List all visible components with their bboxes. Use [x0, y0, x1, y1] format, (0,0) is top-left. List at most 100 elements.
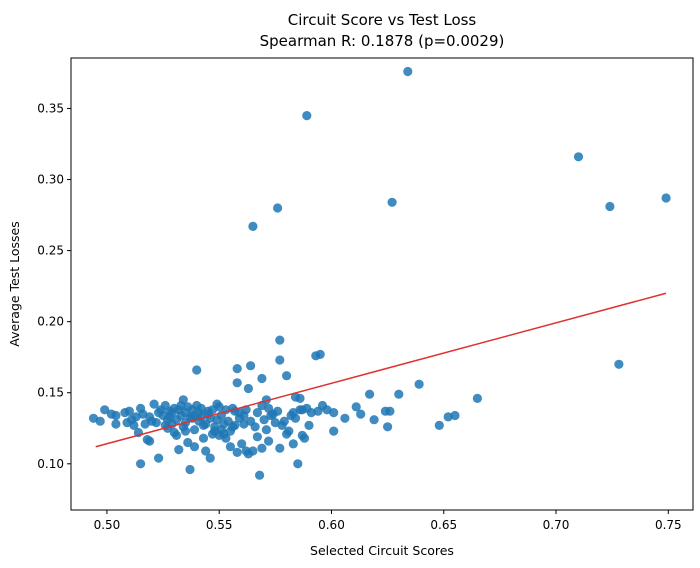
data-point — [387, 197, 397, 207]
data-point — [248, 221, 258, 231]
data-point — [257, 373, 267, 384]
data-point — [230, 420, 240, 430]
y-tick-label: 0.25 — [37, 244, 64, 258]
data-point — [185, 464, 195, 475]
data-point — [369, 415, 379, 425]
data-point — [237, 439, 247, 449]
data-point — [154, 408, 164, 418]
data-point — [351, 402, 361, 412]
data-point — [284, 426, 294, 436]
y-axis-label: Average Test Losses — [7, 221, 22, 347]
x-tick-label: 0.75 — [655, 518, 682, 532]
data-point — [120, 408, 130, 418]
data-point — [295, 393, 305, 403]
data-point — [131, 412, 141, 422]
data-point — [232, 378, 242, 388]
data-point — [288, 408, 298, 418]
data-point — [356, 409, 366, 419]
x-axis-ticks: 0.50 0.55 0.60 0.65 0.70 0.75 — [94, 510, 682, 532]
data-point — [383, 422, 393, 432]
data-point — [243, 383, 253, 394]
data-point — [252, 432, 262, 442]
x-tick-label: 0.70 — [543, 518, 570, 532]
data-point — [472, 393, 482, 403]
x-tick-label: 0.60 — [318, 518, 345, 532]
x-tick-label: 0.55 — [206, 518, 233, 532]
data-point — [171, 415, 182, 425]
data-point — [225, 442, 235, 452]
data-point — [279, 416, 289, 426]
y-tick-label: 0.15 — [37, 386, 64, 400]
points-layer — [88, 66, 671, 480]
data-point — [183, 437, 193, 448]
data-point — [232, 447, 242, 457]
data-point — [203, 406, 213, 416]
data-point — [288, 439, 298, 449]
data-point — [201, 419, 211, 429]
data-point — [140, 419, 150, 429]
data-point — [273, 203, 283, 213]
x-tick-label: 0.50 — [94, 518, 121, 532]
x-tick-label: 0.65 — [430, 518, 457, 532]
data-point — [661, 193, 671, 203]
data-point — [201, 446, 211, 456]
data-point — [192, 365, 202, 375]
data-point — [302, 403, 312, 413]
trend-line — [95, 292, 667, 448]
data-point — [304, 420, 314, 430]
data-point — [414, 379, 424, 389]
data-point — [252, 408, 262, 418]
data-point — [149, 399, 159, 409]
data-point — [329, 426, 339, 436]
y-axis-ticks: 0.10 0.15 0.20 0.25 0.30 0.35 — [37, 101, 71, 471]
data-point — [180, 408, 191, 418]
data-point — [154, 453, 164, 463]
data-point — [394, 389, 404, 399]
data-point — [614, 359, 624, 369]
data-point — [340, 413, 350, 423]
data-point — [434, 420, 444, 430]
data-point — [174, 445, 184, 455]
data-point — [111, 410, 121, 421]
data-point — [246, 361, 256, 371]
data-point — [365, 389, 375, 399]
data-point — [169, 427, 179, 438]
data-point — [302, 111, 312, 121]
data-point — [189, 442, 200, 452]
data-point — [248, 446, 258, 456]
data-point — [189, 425, 200, 435]
data-point — [270, 418, 280, 428]
data-point — [111, 419, 121, 429]
data-point — [299, 433, 310, 443]
data-point — [232, 364, 242, 374]
data-point — [100, 405, 110, 415]
data-point — [403, 66, 413, 77]
data-point — [266, 410, 276, 421]
trend-layer — [95, 292, 667, 448]
data-point — [264, 403, 274, 413]
data-point — [259, 415, 269, 425]
plot-frame — [70, 57, 694, 511]
data-point — [198, 433, 209, 443]
data-point — [322, 405, 332, 415]
data-point — [293, 459, 303, 469]
data-point — [605, 201, 615, 212]
data-point — [275, 443, 285, 453]
chart-subtitle: Spearman R: 0.1878 (p=0.0029) — [260, 32, 505, 50]
data-point — [380, 406, 390, 416]
data-point — [275, 335, 285, 345]
y-tick-label: 0.30 — [37, 173, 64, 187]
data-point — [282, 371, 292, 381]
chart-title: Circuit Score vs Test Loss — [288, 11, 477, 29]
y-tick-label: 0.20 — [37, 315, 64, 329]
data-point — [246, 416, 256, 426]
data-point — [313, 406, 323, 416]
data-point — [261, 425, 271, 435]
x-axis-label: Selected Circuit Scores — [310, 543, 454, 558]
data-point — [275, 355, 285, 365]
data-point — [205, 453, 215, 463]
data-point — [95, 416, 105, 426]
data-point — [136, 459, 146, 469]
data-point — [573, 152, 584, 162]
